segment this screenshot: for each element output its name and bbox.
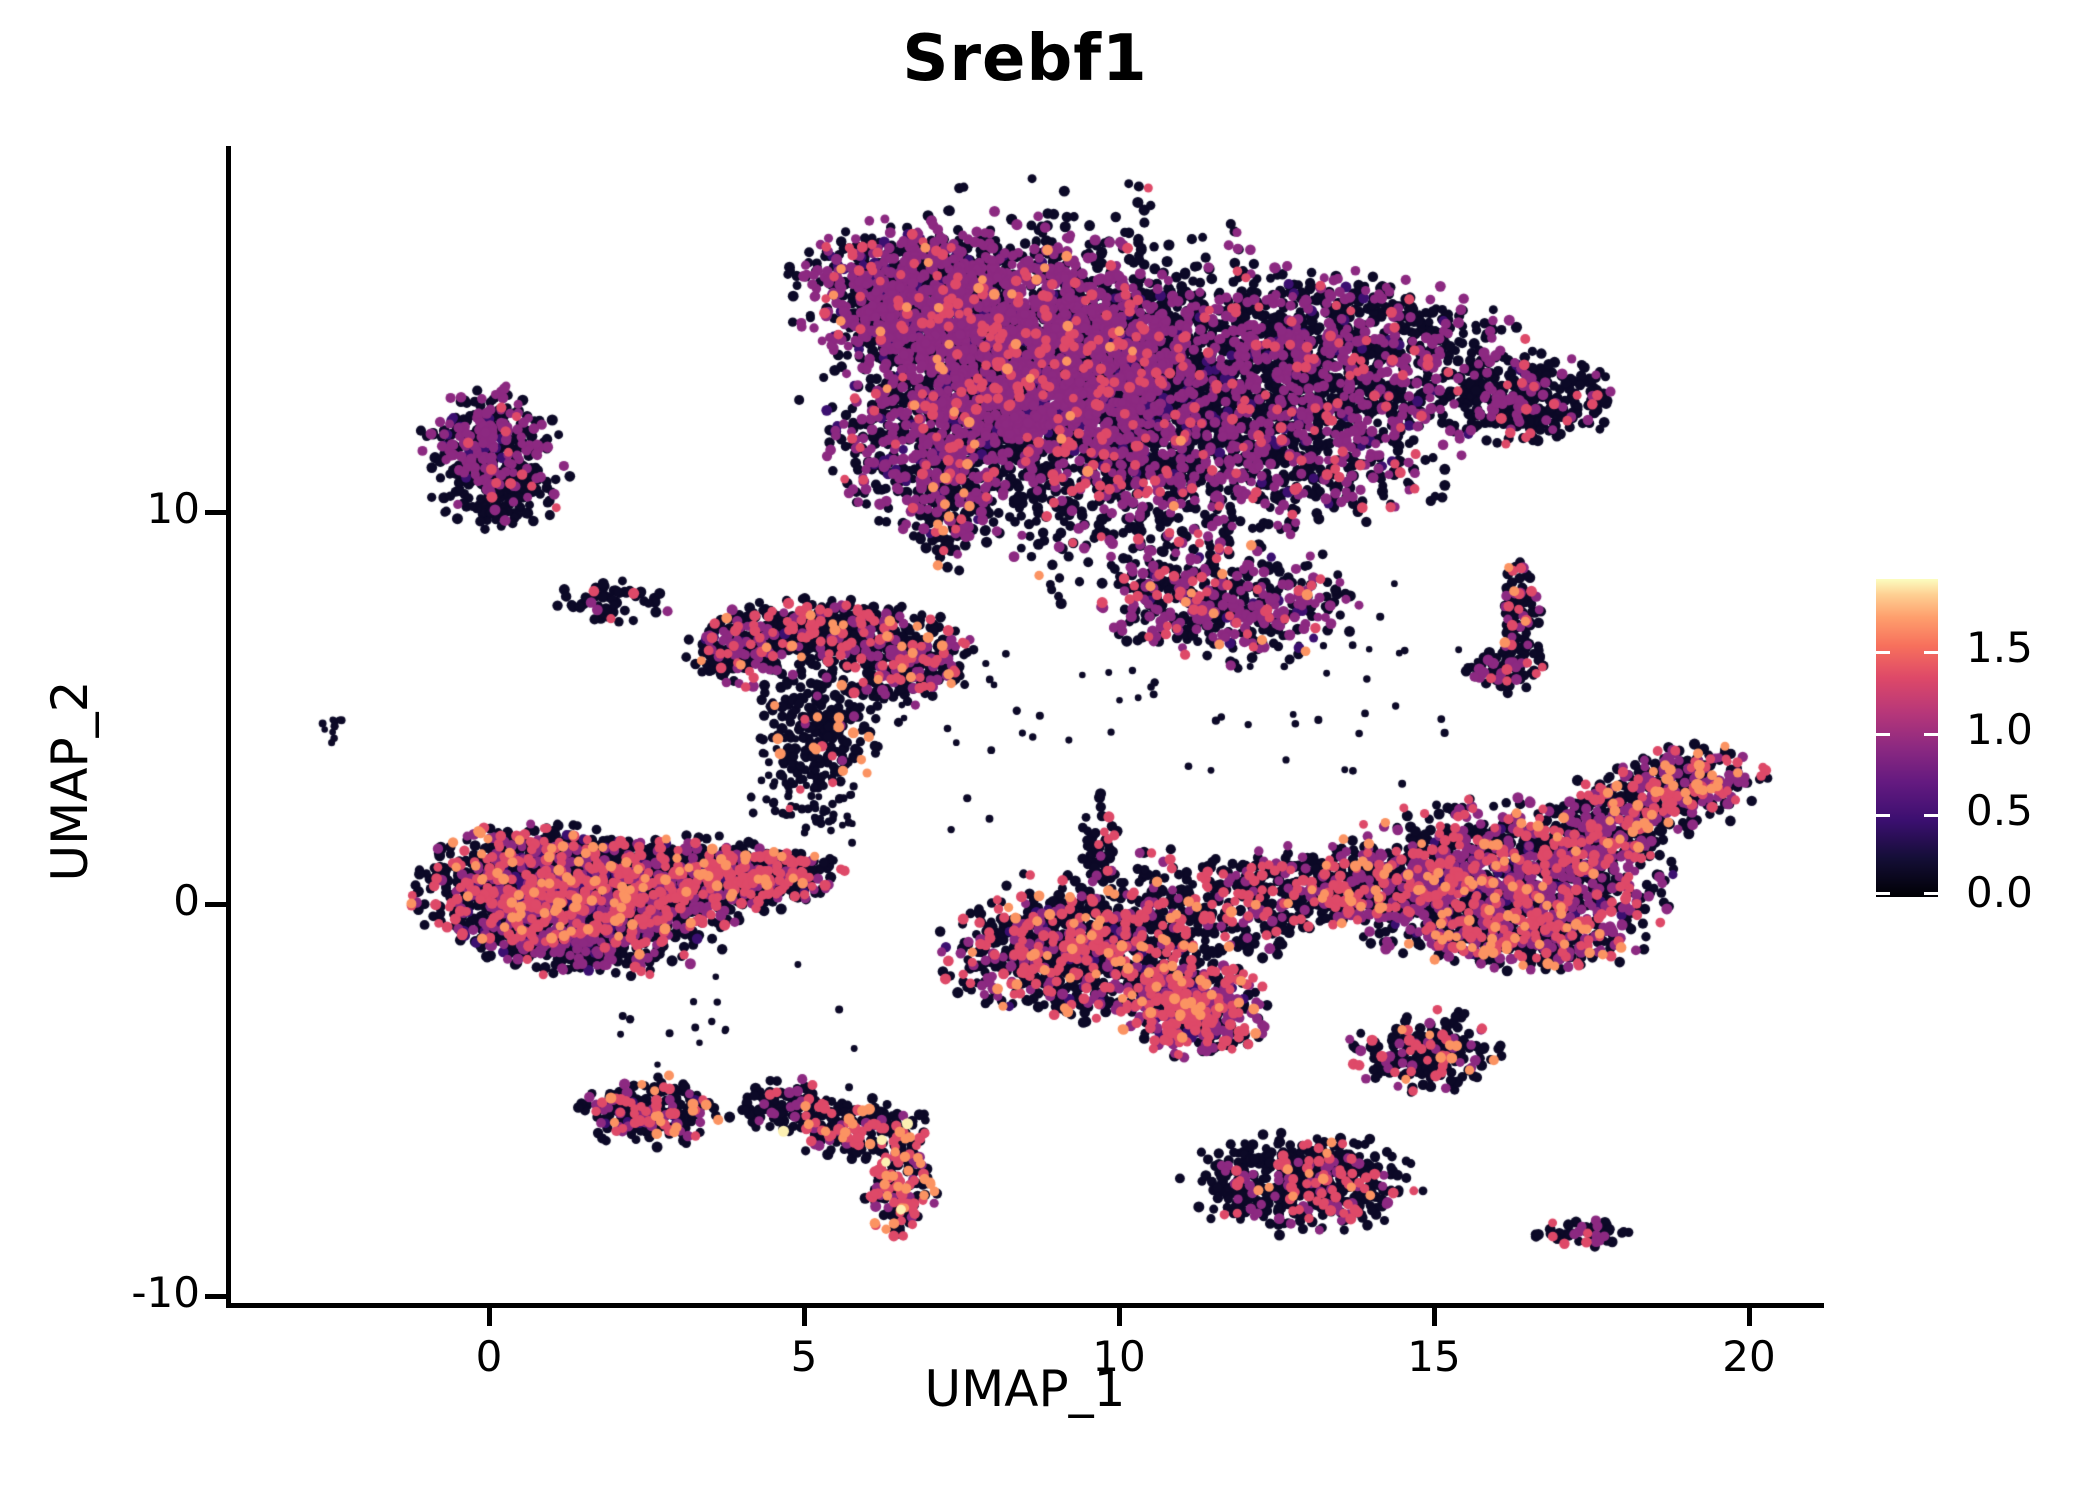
colorbar-tick-label: 0.5	[1966, 786, 2033, 836]
x-tick-label: 0	[475, 1332, 503, 1381]
x-axis-line	[226, 1303, 1824, 1308]
colorbar-tick-mark	[1924, 732, 1938, 736]
y-axis-line	[226, 146, 231, 1308]
y-tick-label: 10	[146, 484, 200, 533]
x-tick-mark	[1117, 1308, 1122, 1326]
x-tick-mark	[802, 1308, 807, 1326]
plot-title: Srebf1	[902, 22, 1148, 96]
colorbar-tick-mark	[1876, 732, 1890, 736]
y-tick-label: 0	[173, 876, 200, 925]
colorbar-tick-label: 1.5	[1966, 623, 2033, 673]
x-tick-mark	[1747, 1308, 1752, 1326]
x-tick-mark	[1432, 1308, 1437, 1326]
y-tick-label: -10	[131, 1268, 200, 1317]
x-tick-mark	[487, 1308, 492, 1326]
colorbar-tick-label: 1.0	[1966, 704, 2033, 754]
colorbar-tick-label: 0.0	[1966, 868, 2033, 917]
expression-colorbar	[1876, 579, 1938, 897]
x-tick-label: 10	[1092, 1332, 1146, 1381]
x-tick-label: 5	[790, 1332, 818, 1381]
colorbar-tick-mark	[1876, 892, 1890, 895]
colorbar-tick-mark	[1924, 892, 1938, 895]
y-tick-mark	[205, 510, 226, 515]
x-tick-label: 20	[1722, 1332, 1776, 1381]
x-axis-label: UMAP_1	[924, 1360, 1126, 1418]
colorbar-tick-mark	[1876, 651, 1890, 655]
colorbar-tick-mark	[1924, 651, 1938, 655]
y-tick-mark	[205, 1294, 226, 1299]
colorbar-tick-mark	[1876, 814, 1890, 818]
colorbar-gradient	[1876, 579, 1938, 897]
colorbar-tick-mark	[1924, 814, 1938, 818]
x-tick-label: 15	[1407, 1332, 1461, 1381]
y-tick-mark	[205, 902, 226, 907]
